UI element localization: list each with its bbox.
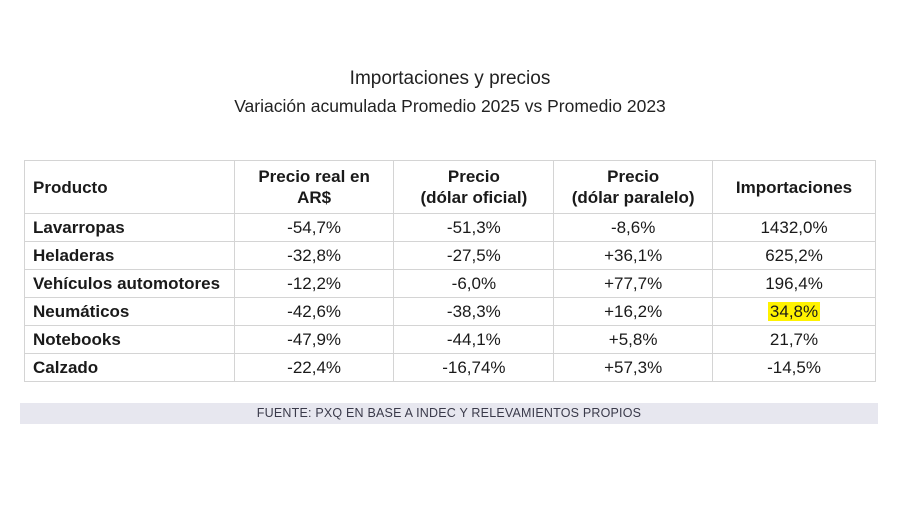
table-row: Vehículos automotores -12,2% -6,0% +77,7… <box>24 269 876 298</box>
table-row: Lavarropas -54,7% -51,3% -8,6% 1432,0% <box>24 213 876 242</box>
table-row: Notebooks -47,9% -44,1% +5,8% 21,7% <box>24 325 876 354</box>
cell-producto: Notebooks <box>24 325 235 354</box>
cell-dolar-oficial: -27,5% <box>393 241 555 270</box>
cell-producto: Vehículos automotores <box>24 269 235 298</box>
cell-importaciones: 625,2% <box>712 241 876 270</box>
cell-importaciones: 21,7% <box>712 325 876 354</box>
header-producto: Producto <box>24 160 235 214</box>
highlighted-value: 34,8% <box>767 301 821 321</box>
cell-producto: Neumáticos <box>24 297 235 326</box>
table-row: Neumáticos -42,6% -38,3% +16,2% 34,8% <box>24 297 876 326</box>
cell-precio-real: -47,9% <box>233 325 395 354</box>
cell-producto: Calzado <box>24 353 235 382</box>
cell-dolar-paralelo: +57,3% <box>553 353 714 382</box>
header-dolar-paralelo: Precio (dólar paralelo) <box>553 160 714 214</box>
cell-importaciones: 1432,0% <box>712 213 876 242</box>
cell-dolar-oficial: -44,1% <box>393 325 555 354</box>
header-dolar-oficial: Precio (dólar oficial) <box>393 160 555 214</box>
header-precio-real: Precio real en AR$ <box>233 160 395 214</box>
table-row: Calzado -22,4% -16,74% +57,3% -14,5% <box>24 353 876 382</box>
cell-dolar-paralelo: +36,1% <box>553 241 714 270</box>
source-note: FUENTE: PXQ EN BASE A INDEC Y RELEVAMIEN… <box>20 403 878 424</box>
header-importaciones: Importaciones <box>712 160 876 214</box>
cell-dolar-paralelo: +16,2% <box>553 297 714 326</box>
cell-producto: Lavarropas <box>24 213 235 242</box>
cell-precio-real: -12,2% <box>233 269 395 298</box>
cell-dolar-paralelo: +77,7% <box>553 269 714 298</box>
cell-dolar-paralelo: -8,6% <box>553 213 714 242</box>
table-row: Heladeras -32,8% -27,5% +36,1% 625,2% <box>24 241 876 270</box>
document-title: Importaciones y precios <box>349 68 551 89</box>
document-subtitle: Variación acumulada Promedio 2025 vs Pro… <box>234 96 666 116</box>
cell-dolar-oficial: -51,3% <box>393 213 555 242</box>
cell-precio-real: -54,7% <box>233 213 395 242</box>
cell-dolar-oficial: -16,74% <box>393 353 555 382</box>
cell-precio-real: -22,4% <box>233 353 395 382</box>
cell-precio-real: -42,6% <box>233 297 395 326</box>
cell-importaciones: 196,4% <box>712 269 876 298</box>
imports-prices-table: Producto Precio real en AR$ Precio (dólar … <box>24 160 876 382</box>
cell-dolar-oficial: -38,3% <box>393 297 555 326</box>
cell-importaciones: -14,5% <box>712 353 876 382</box>
cell-precio-real: -32,8% <box>233 241 395 270</box>
cell-dolar-oficial: -6,0% <box>393 269 555 298</box>
cell-importaciones-highlighted: 34,8% <box>712 297 876 326</box>
cell-dolar-paralelo: +5,8% <box>553 325 714 354</box>
cell-producto: Heladeras <box>24 241 235 270</box>
table-header-row: Producto Precio real en AR$ Precio (dólar … <box>24 160 876 214</box>
